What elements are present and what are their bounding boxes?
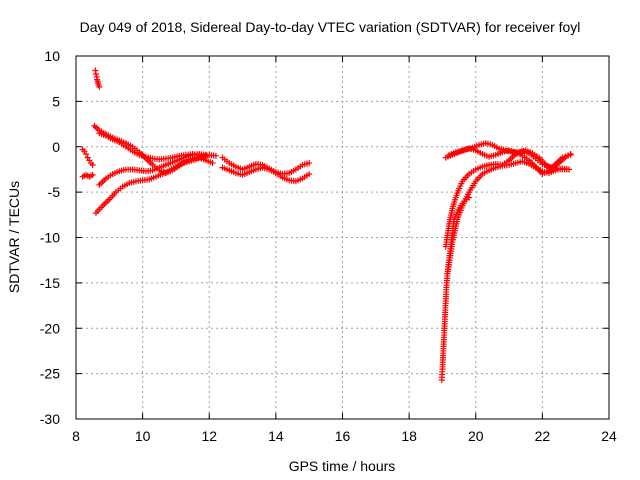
x-axis-label: GPS time / hours bbox=[289, 458, 396, 474]
series-spike-early bbox=[92, 67, 103, 90]
x-tick-label: 24 bbox=[601, 428, 617, 444]
x-tick-label: 16 bbox=[335, 428, 351, 444]
data-point bbox=[89, 161, 96, 168]
series-upper-band-b bbox=[446, 145, 574, 177]
series-track-f-late bbox=[219, 164, 313, 185]
data-point bbox=[92, 71, 99, 78]
y-tick-label: -20 bbox=[40, 320, 60, 336]
y-tick-label: 5 bbox=[52, 93, 60, 109]
series-dip bbox=[438, 194, 473, 383]
y-tick-label: -30 bbox=[40, 411, 60, 427]
data-point bbox=[306, 170, 313, 177]
x-tick-label: 22 bbox=[535, 428, 551, 444]
x-tick-labels: 8 10 12 14 16 18 20 22 24 bbox=[72, 428, 617, 444]
data-point bbox=[566, 166, 573, 173]
x-tick-label: 18 bbox=[401, 428, 417, 444]
x-tick-label: 14 bbox=[268, 428, 284, 444]
y-tick-label: -15 bbox=[40, 275, 60, 291]
grid bbox=[76, 56, 609, 419]
data-point bbox=[82, 151, 89, 158]
axis-ticks bbox=[75, 55, 610, 420]
x-tick-label: 8 bbox=[72, 428, 80, 444]
data-point bbox=[92, 67, 99, 74]
y-tick-label: -25 bbox=[40, 366, 60, 382]
chart-title: Day 049 of 2018, Sidereal Day-to-day VTE… bbox=[80, 19, 581, 35]
data-points bbox=[79, 67, 574, 383]
x-tick-label: 10 bbox=[135, 428, 151, 444]
series-track-b-up bbox=[92, 151, 219, 216]
series-early-low bbox=[79, 171, 96, 180]
data-point bbox=[96, 83, 103, 90]
series-early-short bbox=[79, 146, 96, 168]
y-tick-label: 0 bbox=[52, 139, 60, 155]
y-axis-label: SDTVAR / TECUs bbox=[6, 181, 22, 293]
data-point bbox=[564, 152, 571, 159]
y-tick-label: -10 bbox=[40, 230, 60, 246]
data-point bbox=[209, 160, 216, 167]
series-recovery-b bbox=[444, 158, 573, 277]
data-point bbox=[567, 151, 574, 158]
data-point bbox=[89, 171, 96, 178]
series-track-a-down bbox=[91, 122, 216, 177]
y-tick-label: -5 bbox=[48, 184, 61, 200]
x-tick-label: 20 bbox=[468, 428, 484, 444]
data-point bbox=[212, 152, 219, 159]
x-tick-label: 12 bbox=[201, 428, 217, 444]
data-point bbox=[562, 153, 569, 160]
data-point bbox=[202, 151, 209, 158]
y-tick-label: 10 bbox=[44, 48, 60, 64]
data-point bbox=[306, 160, 313, 167]
series-track-d bbox=[96, 151, 209, 188]
y-tick-labels: -30 -25 -20 -15 -10 -5 0 5 10 bbox=[40, 48, 60, 427]
data-point bbox=[559, 154, 566, 161]
